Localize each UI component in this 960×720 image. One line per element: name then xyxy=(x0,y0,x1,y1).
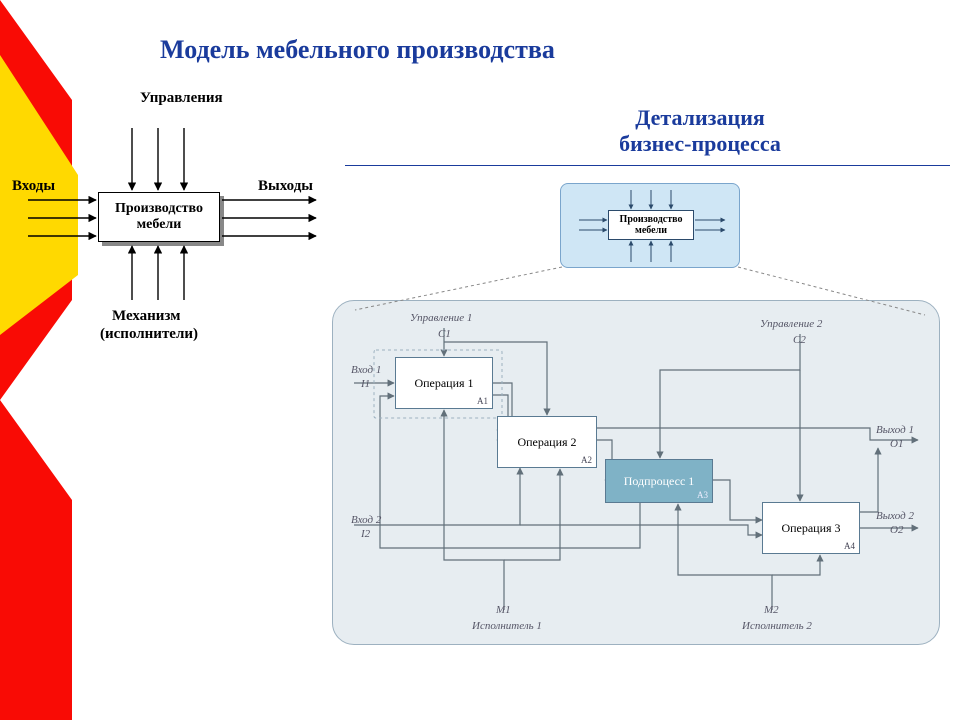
label-mechanism-1: Механизм xyxy=(112,308,180,325)
label-control: Управления xyxy=(140,90,223,107)
lbl-vy1: Выход 1 xyxy=(876,424,914,436)
page-title: Модель мебельного производства xyxy=(160,35,555,65)
lbl-o2: O2 xyxy=(890,524,903,536)
context-mini-box: Производство мебели xyxy=(608,210,694,240)
idef0-block: Управления Входы Выходы Механизм (исполн… xyxy=(0,90,340,370)
lbl-c1: C1 xyxy=(438,328,451,340)
lbl-upr1: Управление 1 xyxy=(410,312,472,324)
lbl-m1: M1 xyxy=(496,604,511,616)
node-a4-label: Операция 3 xyxy=(781,521,840,536)
node-a1-label: Операция 1 xyxy=(414,376,473,391)
node-a2: Операция 2 A2 xyxy=(497,416,597,468)
node-a1: Операция 1 A1 xyxy=(395,357,493,409)
label-outputs: Выходы xyxy=(258,178,313,195)
node-a3-tag: A3 xyxy=(697,490,708,500)
node-a3-label: Подпроцесс 1 xyxy=(624,474,695,489)
node-a2-label: Операция 2 xyxy=(517,435,576,450)
page-subtitle: Детализация бизнес-процесса xyxy=(560,105,840,157)
label-inputs: Входы xyxy=(12,178,55,195)
node-a4-tag: A4 xyxy=(844,541,855,551)
node-a2-tag: A2 xyxy=(581,455,592,465)
lbl-o1: O1 xyxy=(890,438,903,450)
node-a4: Операция 3 A4 xyxy=(762,502,860,554)
subtitle-underline xyxy=(345,165,950,166)
idef0-box: Производство мебели xyxy=(98,192,220,242)
lbl-vh2: Вход 2 xyxy=(351,514,381,526)
subtitle-line-1: Детализация xyxy=(635,105,765,130)
lbl-vy2: Выход 2 xyxy=(876,510,914,522)
subtitle-line-2: бизнес-процесса xyxy=(619,131,781,156)
node-a3: Подпроцесс 1 A3 xyxy=(605,459,713,503)
lbl-c2: C2 xyxy=(793,334,806,346)
lbl-i2: I2 xyxy=(361,528,370,540)
lbl-isp1: Исполнитель 1 xyxy=(472,620,542,632)
lbl-i1: I1 xyxy=(361,378,370,390)
lbl-upr2: Управление 2 xyxy=(760,318,822,330)
node-a1-tag: A1 xyxy=(477,396,488,406)
lbl-isp2: Исполнитель 2 xyxy=(742,620,812,632)
lbl-m2: M2 xyxy=(764,604,779,616)
label-mechanism-2: (исполнители) xyxy=(100,326,198,343)
lbl-vh1: Вход 1 xyxy=(351,364,381,376)
context-mini-panel: Производство мебели xyxy=(560,183,740,268)
